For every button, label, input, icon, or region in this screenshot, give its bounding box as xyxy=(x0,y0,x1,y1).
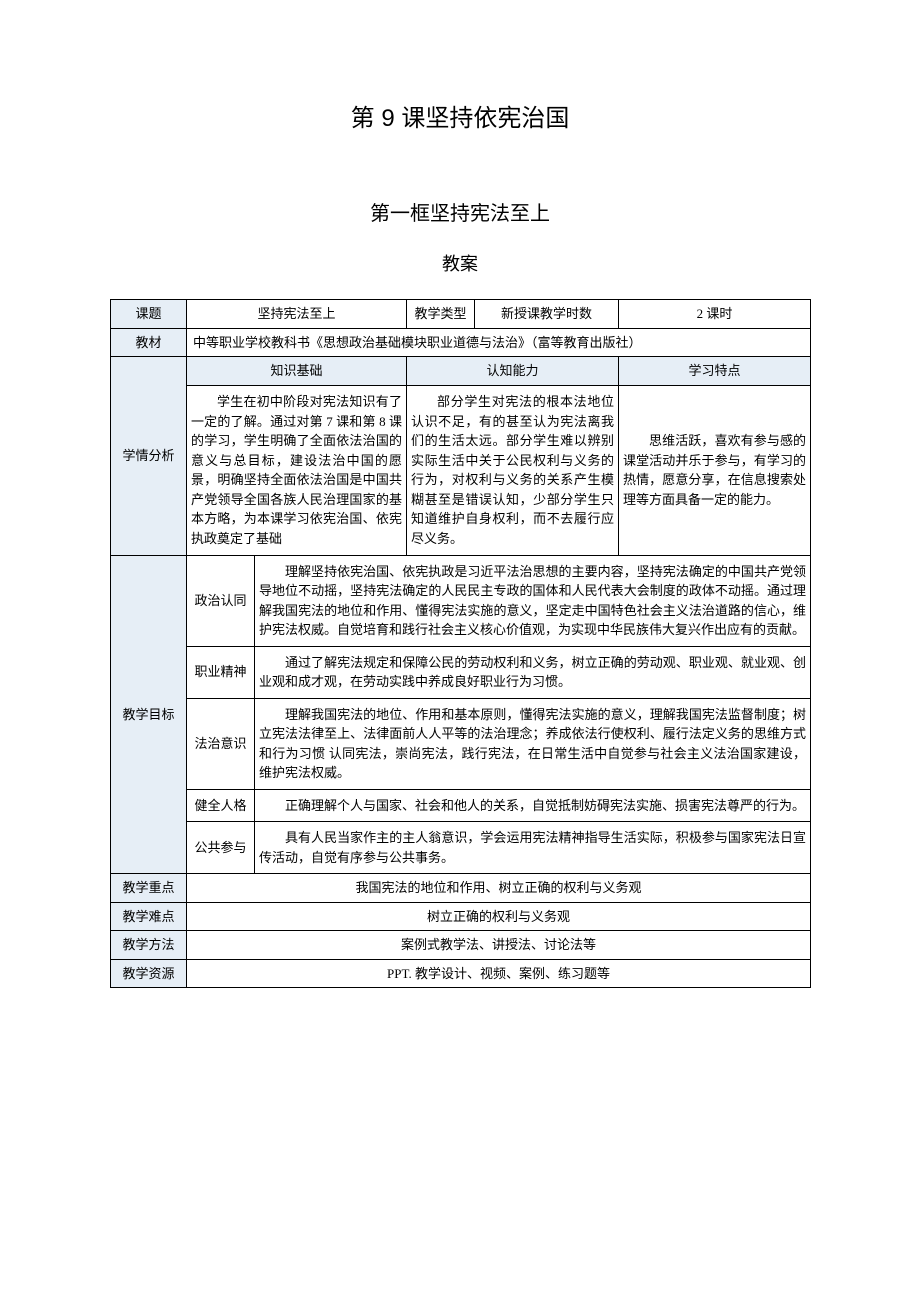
type-value: 新授课教学时数 xyxy=(475,300,619,329)
analysis-col1-body: 学生在初中阶段对宪法知识有了一定的了解。通过对第 7 课和第 8 课的学习，学生… xyxy=(187,385,407,555)
topic-value: 坚持宪法至上 xyxy=(187,300,407,329)
table-row: 学生在初中阶段对宪法知识有了一定的了解。通过对第 7 课和第 8 课的学习，学生… xyxy=(111,385,811,555)
goal-name: 公共参与 xyxy=(187,822,255,874)
page-title-sub2: 教案 xyxy=(110,250,810,279)
textbook-label: 教材 xyxy=(111,328,187,357)
resource-value: PPT. 教学设计、视频、案例、练习题等 xyxy=(187,959,811,988)
table-row: 教材 中等职业学校教科书《思想政治基础模块职业道德与法治》（富等教育出版社） xyxy=(111,328,811,357)
hours-value: 2 课时 xyxy=(619,300,811,329)
goal-name: 法治意识 xyxy=(187,698,255,789)
table-row: 教学方法 案例式教学法、讲授法、讨论法等 xyxy=(111,931,811,960)
goal-body: 通过了解宪法规定和保障公民的劳动权利和义务，树立正确的劳动观、职业观、就业观、创… xyxy=(255,646,811,698)
table-row: 法治意识 理解我国宪法的地位、作用和基本原则，懂得宪法实施的意义，理解我国宪法监… xyxy=(111,698,811,789)
table-row: 学情分析 知识基础 认知能力 学习特点 xyxy=(111,357,811,386)
analysis-col3-header: 学习特点 xyxy=(619,357,811,386)
table-row: 教学目标 政治认同 理解坚持依宪治国、依宪执政是习近平法治思想的主要内容，坚持宪… xyxy=(111,555,811,646)
page-title-sub1: 第一框坚持宪法至上 xyxy=(110,198,810,230)
lesson-plan-table: 课题 坚持宪法至上 教学类型 新授课教学时数 2 课时 教材 中等职业学校教科书… xyxy=(110,299,811,988)
page-title-main: 第 9 课坚持依宪治国 xyxy=(110,100,810,138)
analysis-col3-body: 思维活跃，喜欢有参与感的课堂活动并乐于参与，有学习的热情，愿意分享，在信息搜索处… xyxy=(619,385,811,555)
keypoint-label: 教学重点 xyxy=(111,874,187,903)
type-label: 教学类型 xyxy=(407,300,475,329)
analysis-label: 学情分析 xyxy=(111,357,187,556)
textbook-value: 中等职业学校教科书《思想政治基础模块职业道德与法治》（富等教育出版社） xyxy=(187,328,811,357)
resource-label: 教学资源 xyxy=(111,959,187,988)
difficulty-label: 教学难点 xyxy=(111,902,187,931)
goals-label: 教学目标 xyxy=(111,555,187,874)
goal-body: 正确理解个人与国家、社会和他人的关系，自觉抵制妨碍宪法实施、损害宪法尊严的行为。 xyxy=(255,789,811,822)
table-row: 职业精神 通过了解宪法规定和保障公民的劳动权利和义务，树立正确的劳动观、职业观、… xyxy=(111,646,811,698)
goal-body: 理解坚持依宪治国、依宪执政是习近平法治思想的主要内容，坚持宪法确定的中国共产党领… xyxy=(255,555,811,646)
table-row: 教学资源 PPT. 教学设计、视频、案例、练习题等 xyxy=(111,959,811,988)
analysis-col2-header: 认知能力 xyxy=(407,357,619,386)
method-label: 教学方法 xyxy=(111,931,187,960)
goal-name: 职业精神 xyxy=(187,646,255,698)
analysis-col1-header: 知识基础 xyxy=(187,357,407,386)
topic-label: 课题 xyxy=(111,300,187,329)
difficulty-value: 树立正确的权利与义务观 xyxy=(187,902,811,931)
goal-name: 政治认同 xyxy=(187,555,255,646)
table-row: 公共参与 具有人民当家作主的主人翁意识，学会运用宪法精神指导生活实际，积极参与国… xyxy=(111,822,811,874)
keypoint-value: 我国宪法的地位和作用、树立正确的权利与义务观 xyxy=(187,874,811,903)
goal-body: 具有人民当家作主的主人翁意识，学会运用宪法精神指导生活实际，积极参与国家宪法日宣… xyxy=(255,822,811,874)
table-row: 健全人格 正确理解个人与国家、社会和他人的关系，自觉抵制妨碍宪法实施、损害宪法尊… xyxy=(111,789,811,822)
goal-name: 健全人格 xyxy=(187,789,255,822)
table-row: 教学难点 树立正确的权利与义务观 xyxy=(111,902,811,931)
goal-body: 理解我国宪法的地位、作用和基本原则，懂得宪法实施的意义，理解我国宪法监督制度；树… xyxy=(255,698,811,789)
table-row: 课题 坚持宪法至上 教学类型 新授课教学时数 2 课时 xyxy=(111,300,811,329)
method-value: 案例式教学法、讲授法、讨论法等 xyxy=(187,931,811,960)
analysis-col2-body: 部分学生对宪法的根本法地位认识不足，有的甚至认为宪法离我们的生活太远。部分学生难… xyxy=(407,385,619,555)
table-row: 教学重点 我国宪法的地位和作用、树立正确的权利与义务观 xyxy=(111,874,811,903)
